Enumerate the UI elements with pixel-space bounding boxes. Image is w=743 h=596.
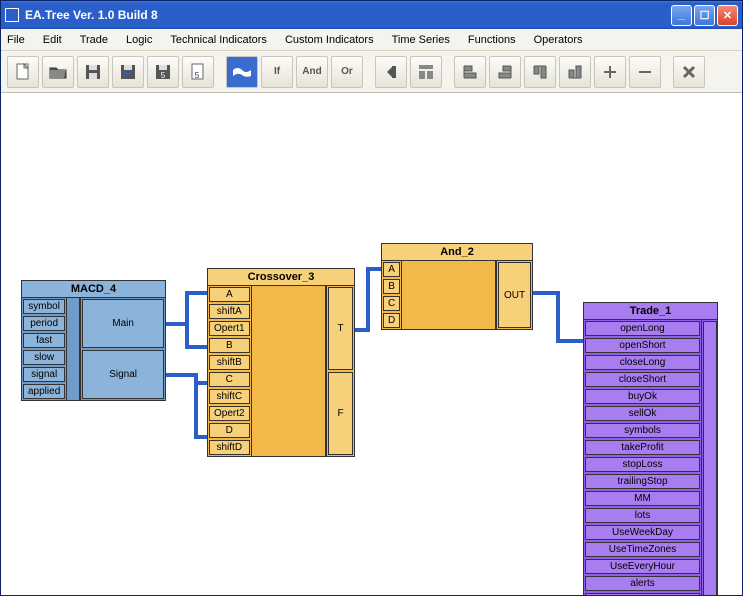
menu-logic[interactable]: Logic [126, 34, 152, 46]
port-openShort[interactable]: openShort [585, 338, 700, 353]
port-shiftC[interactable]: shiftC [209, 389, 250, 404]
align2-button[interactable] [489, 56, 521, 88]
align4-button[interactable] [559, 56, 591, 88]
out-OUT[interactable]: OUT [498, 262, 531, 328]
port-sellOk[interactable]: sellOk [585, 406, 700, 421]
port-closeShort[interactable]: closeShort [585, 372, 700, 387]
layout-button[interactable] [410, 56, 442, 88]
menubar: File Edit Trade Logic Technical Indicators Cu… [1, 29, 742, 51]
align1-button[interactable] [454, 56, 486, 88]
port-B[interactable]: B [383, 279, 400, 294]
titlebar[interactable]: EA.Tree Ver. 1.0 Build 8 _ ☐ ✕ [1, 1, 742, 29]
or-button[interactable]: Or [331, 56, 363, 88]
port-period[interactable]: period [23, 316, 65, 331]
plus-button[interactable] [594, 56, 626, 88]
port-D[interactable]: D [209, 423, 250, 438]
open-button[interactable] [42, 56, 74, 88]
out-trade[interactable] [703, 321, 717, 595]
port-signal[interactable]: signal [23, 367, 65, 382]
port-buyOk[interactable]: buyOk [585, 389, 700, 404]
port-UseWeekDay[interactable]: UseWeekDay [585, 525, 700, 540]
port-B[interactable]: B [209, 338, 250, 353]
world-button[interactable] [226, 56, 258, 88]
port-symbol[interactable]: symbol [23, 299, 65, 314]
port-takeProfit[interactable]: takeProfit [585, 440, 700, 455]
menu-operators[interactable]: Operators [534, 34, 583, 46]
port-shiftA[interactable]: shiftA [209, 304, 250, 319]
save-button[interactable] [77, 56, 109, 88]
canvas[interactable]: MACD_4symbol period fast slow signal applied M… [1, 93, 742, 595]
port-C[interactable]: C [209, 372, 250, 387]
minimize-button[interactable]: _ [671, 5, 692, 26]
port-shiftD[interactable]: shiftD [209, 440, 250, 455]
save5-button[interactable]: 5 [147, 56, 179, 88]
port-A[interactable]: A [383, 262, 400, 277]
window-buttons: _ ☐ ✕ [671, 5, 738, 26]
svg-text:5: 5 [195, 71, 200, 80]
menu-time-series[interactable]: Time Series [392, 34, 450, 46]
menu-functions[interactable]: Functions [468, 34, 516, 46]
and-button[interactable]: And [296, 56, 328, 88]
port-lots[interactable]: lots [585, 508, 700, 523]
node-crossover[interactable]: Crossover_3AshiftA Opert1 BshiftB CshiftC Op… [207, 268, 355, 457]
menu-custom-indicators[interactable]: Custom Indicators [285, 34, 374, 46]
menu-technical-indicators[interactable]: Technical Indicators [170, 34, 267, 46]
delete-button[interactable] [673, 56, 705, 88]
out-Signal[interactable]: Signal [82, 350, 164, 399]
port-D[interactable]: D [383, 313, 400, 328]
app-window: EA.Tree Ver. 1.0 Build 8 _ ☐ ✕ File Edit T… [0, 0, 743, 596]
port-alerts[interactable]: alerts [585, 576, 700, 591]
out-T[interactable]: T [328, 287, 353, 370]
port-C[interactable]: C [383, 296, 400, 311]
port-emails[interactable]: emails [585, 593, 700, 595]
separator [217, 56, 223, 88]
node-macd[interactable]: MACD_4symbol period fast slow signal applied M… [21, 280, 166, 401]
port-openLong[interactable]: openLong [585, 321, 700, 336]
menu-edit[interactable]: Edit [43, 34, 62, 46]
app-icon [5, 8, 19, 22]
page5-button[interactable]: 5 [182, 56, 214, 88]
port-UseTimeZones[interactable]: UseTimeZones [585, 542, 700, 557]
node-title: Trade_1 [583, 302, 718, 320]
menu-trade[interactable]: Trade [80, 34, 108, 46]
port-fast[interactable]: fast [23, 333, 65, 348]
svg-text:5: 5 [161, 71, 166, 80]
port-Opert2[interactable]: Opert2 [209, 406, 250, 421]
port-Opert1[interactable]: Opert1 [209, 321, 250, 336]
separator [664, 56, 670, 88]
separator [366, 56, 372, 88]
minus-button[interactable] [629, 56, 661, 88]
saveas-button[interactable] [112, 56, 144, 88]
port-A[interactable]: A [209, 287, 250, 302]
node-and[interactable]: And_2ABCD OUT [381, 243, 533, 330]
align3-button[interactable] [524, 56, 556, 88]
node-trade[interactable]: Trade_1openLong openShort closeLong closeSh… [583, 302, 718, 595]
port-symbols[interactable]: symbols [585, 423, 700, 438]
port-closeLong[interactable]: closeLong [585, 355, 700, 370]
undo-button[interactable] [375, 56, 407, 88]
port-UseEveryHour[interactable]: UseEveryHour [585, 559, 700, 574]
new-button[interactable] [7, 56, 39, 88]
window-title: EA.Tree Ver. 1.0 Build 8 [25, 8, 671, 22]
node-title: Crossover_3 [207, 268, 355, 286]
maximize-button[interactable]: ☐ [694, 5, 715, 26]
out-Main[interactable]: Main [82, 299, 164, 348]
port-slow[interactable]: slow [23, 350, 65, 365]
port-trailingStop[interactable]: trailingStop [585, 474, 700, 489]
toolbar: 5 5 If And Or [1, 51, 742, 93]
separator [445, 56, 451, 88]
port-shiftB[interactable]: shiftB [209, 355, 250, 370]
close-button[interactable]: ✕ [717, 5, 738, 26]
port-MM[interactable]: MM [585, 491, 700, 506]
if-button[interactable]: If [261, 56, 293, 88]
out-F[interactable]: F [328, 372, 353, 455]
node-title: MACD_4 [21, 280, 166, 298]
node-title: And_2 [381, 243, 533, 261]
port-stopLoss[interactable]: stopLoss [585, 457, 700, 472]
port-applied[interactable]: applied [23, 384, 65, 399]
menu-file[interactable]: File [7, 34, 25, 46]
